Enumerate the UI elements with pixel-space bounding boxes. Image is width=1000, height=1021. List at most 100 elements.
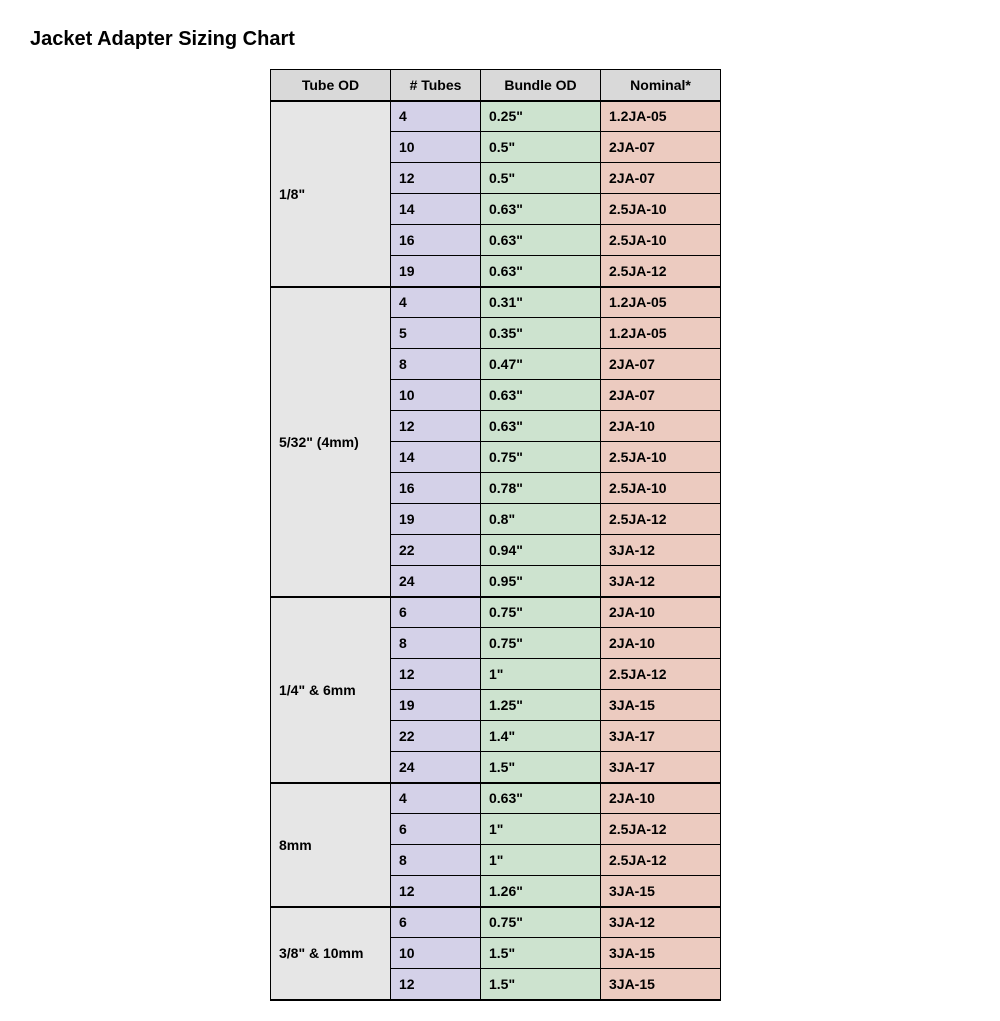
cell-bundle-od: 0.35": [481, 318, 601, 349]
cell-bundle-od: 0.63": [481, 380, 601, 411]
cell-bundle-od: 1.26": [481, 876, 601, 907]
cell-n-tubes: 24: [391, 752, 481, 783]
cell-nominal: 2.5JA-10: [601, 194, 721, 225]
cell-bundle-od: 0.5": [481, 163, 601, 194]
cell-n-tubes: 19: [391, 256, 481, 287]
cell-n-tubes: 5: [391, 318, 481, 349]
cell-n-tubes: 19: [391, 504, 481, 535]
cell-bundle-od: 0.8": [481, 504, 601, 535]
cell-n-tubes: 16: [391, 225, 481, 256]
cell-bundle-od: 0.63": [481, 256, 601, 287]
table-row: 1/4" & 6mm60.75"2JA-10: [271, 597, 721, 628]
cell-nominal: 2JA-07: [601, 132, 721, 163]
col-header-tube-od: Tube OD: [271, 70, 391, 101]
col-header-bundle-od: Bundle OD: [481, 70, 601, 101]
cell-nominal: 2.5JA-10: [601, 442, 721, 473]
cell-bundle-od: 1": [481, 845, 601, 876]
cell-n-tubes: 4: [391, 287, 481, 318]
cell-bundle-od: 0.94": [481, 535, 601, 566]
cell-n-tubes: 22: [391, 721, 481, 752]
cell-bundle-od: 1.5": [481, 752, 601, 783]
cell-bundle-od: 0.75": [481, 442, 601, 473]
col-header-nominal: Nominal*: [601, 70, 721, 101]
cell-n-tubes: 4: [391, 783, 481, 814]
cell-nominal: 2.5JA-12: [601, 256, 721, 287]
cell-nominal: 1.2JA-05: [601, 287, 721, 318]
cell-nominal: 3JA-12: [601, 535, 721, 566]
cell-nominal: 2JA-10: [601, 783, 721, 814]
page-title: Jacket Adapter Sizing Chart: [30, 28, 970, 51]
cell-bundle-od: 0.95": [481, 566, 601, 597]
cell-bundle-od: 0.63": [481, 783, 601, 814]
cell-nominal: 3JA-15: [601, 938, 721, 969]
cell-n-tubes: 6: [391, 597, 481, 628]
cell-bundle-od: 0.75": [481, 628, 601, 659]
cell-nominal: 2.5JA-12: [601, 845, 721, 876]
cell-bundle-od: 0.75": [481, 907, 601, 938]
cell-bundle-od: 1.5": [481, 938, 601, 969]
cell-bundle-od: 0.63": [481, 194, 601, 225]
cell-n-tubes: 22: [391, 535, 481, 566]
table-row: 1/8"40.25"1.2JA-05: [271, 101, 721, 132]
cell-bundle-od: 1": [481, 659, 601, 690]
cell-nominal: 2.5JA-10: [601, 225, 721, 256]
sizing-table-wrap: Tube OD # Tubes Bundle OD Nominal* 1/8"4…: [270, 69, 970, 1001]
cell-nominal: 1.2JA-05: [601, 318, 721, 349]
sizing-table: Tube OD # Tubes Bundle OD Nominal* 1/8"4…: [270, 69, 721, 1001]
cell-bundle-od: 0.63": [481, 411, 601, 442]
cell-n-tubes: 10: [391, 132, 481, 163]
cell-bundle-od: 1.25": [481, 690, 601, 721]
cell-nominal: 3JA-12: [601, 907, 721, 938]
cell-tube-od: 5/32" (4mm): [271, 287, 391, 597]
cell-nominal: 3JA-17: [601, 721, 721, 752]
cell-n-tubes: 6: [391, 814, 481, 845]
cell-bundle-od: 0.25": [481, 101, 601, 132]
cell-tube-od: 1/4" & 6mm: [271, 597, 391, 783]
sizing-table-body: 1/8"40.25"1.2JA-05100.5"2JA-07120.5"2JA-…: [271, 101, 721, 1000]
col-header-n-tubes: # Tubes: [391, 70, 481, 101]
cell-n-tubes: 6: [391, 907, 481, 938]
cell-n-tubes: 24: [391, 566, 481, 597]
cell-nominal: 2.5JA-12: [601, 504, 721, 535]
cell-n-tubes: 19: [391, 690, 481, 721]
cell-bundle-od: 0.31": [481, 287, 601, 318]
cell-bundle-od: 0.75": [481, 597, 601, 628]
cell-nominal: 2JA-10: [601, 411, 721, 442]
cell-tube-od: 1/8": [271, 101, 391, 287]
cell-nominal: 1.2JA-05: [601, 101, 721, 132]
cell-nominal: 2JA-10: [601, 597, 721, 628]
table-row: 3/8" & 10mm60.75"3JA-12: [271, 907, 721, 938]
cell-n-tubes: 12: [391, 969, 481, 1000]
cell-tube-od: 8mm: [271, 783, 391, 907]
cell-tube-od: 3/8" & 10mm: [271, 907, 391, 1000]
cell-n-tubes: 12: [391, 659, 481, 690]
cell-bundle-od: 0.63": [481, 225, 601, 256]
cell-n-tubes: 16: [391, 473, 481, 504]
cell-nominal: 3JA-15: [601, 969, 721, 1000]
cell-nominal: 3JA-12: [601, 566, 721, 597]
cell-nominal: 2JA-10: [601, 628, 721, 659]
cell-n-tubes: 12: [391, 876, 481, 907]
cell-bundle-od: 1": [481, 814, 601, 845]
cell-n-tubes: 14: [391, 442, 481, 473]
cell-bundle-od: 1.5": [481, 969, 601, 1000]
cell-n-tubes: 12: [391, 163, 481, 194]
cell-n-tubes: 8: [391, 628, 481, 659]
cell-n-tubes: 12: [391, 411, 481, 442]
cell-nominal: 3JA-15: [601, 876, 721, 907]
cell-bundle-od: 1.4": [481, 721, 601, 752]
cell-n-tubes: 10: [391, 380, 481, 411]
cell-nominal: 2.5JA-10: [601, 473, 721, 504]
cell-nominal: 2.5JA-12: [601, 814, 721, 845]
cell-nominal: 3JA-15: [601, 690, 721, 721]
cell-bundle-od: 0.5": [481, 132, 601, 163]
table-row: 5/32" (4mm)40.31"1.2JA-05: [271, 287, 721, 318]
cell-nominal: 3JA-17: [601, 752, 721, 783]
cell-bundle-od: 0.78": [481, 473, 601, 504]
cell-n-tubes: 8: [391, 349, 481, 380]
table-header-row: Tube OD # Tubes Bundle OD Nominal*: [271, 70, 721, 101]
cell-nominal: 2.5JA-12: [601, 659, 721, 690]
cell-nominal: 2JA-07: [601, 163, 721, 194]
cell-nominal: 2JA-07: [601, 380, 721, 411]
page: Jacket Adapter Sizing Chart Tube OD # Tu…: [0, 0, 1000, 1021]
